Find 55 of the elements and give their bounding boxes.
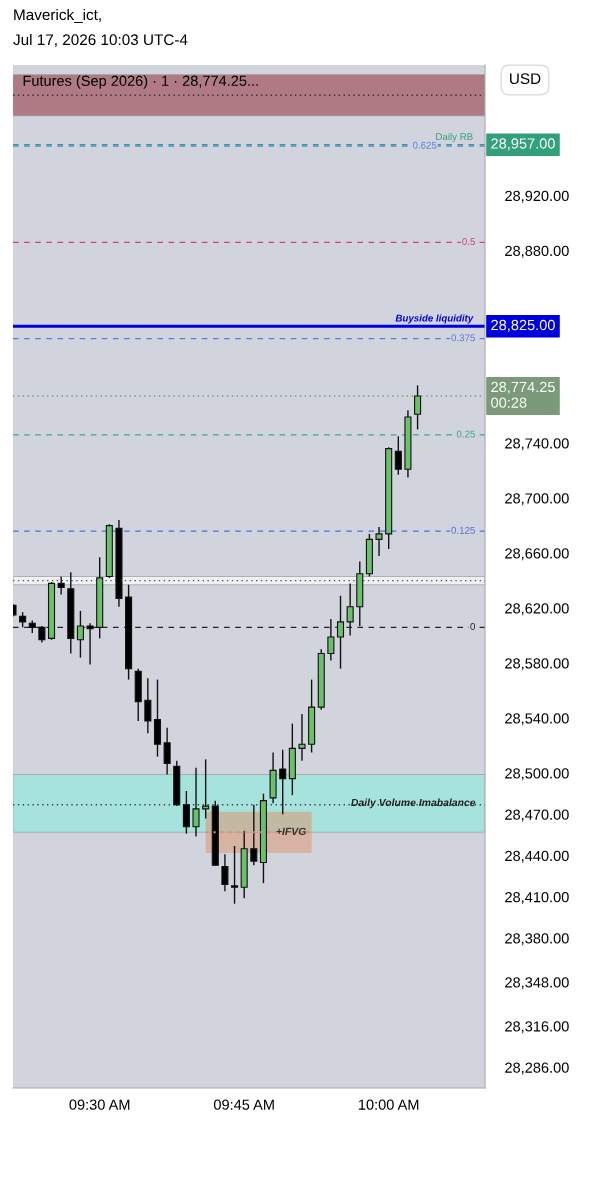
- annotation: 28,957.00: [491, 138, 555, 151]
- y-tick-label: 28,348.00: [505, 977, 569, 990]
- y-tick-label: 28,470.00: [505, 809, 569, 822]
- y-tick-label: 28,620.00: [505, 603, 569, 616]
- annotation: 0: [470, 623, 475, 630]
- chart-title: Maverick_ict,: [14, 8, 101, 23]
- y-tick-label: 28,660.00: [505, 548, 569, 561]
- annotation: 0.125: [451, 526, 475, 534]
- x-tick-label: 10:00 AM: [358, 1099, 419, 1110]
- candlestick: [327, 618, 335, 662]
- candlestick: [76, 610, 84, 659]
- candlestick: [346, 582, 354, 637]
- candlestick: [336, 595, 345, 670]
- x-tick-label: 09:30 AM: [69, 1099, 130, 1110]
- series-label: +IFVG: [276, 827, 306, 836]
- y-tick-label: 28,500.00: [505, 768, 569, 781]
- y-tick-label: 28,920.00: [505, 190, 569, 203]
- y-tick-label: 28,540.00: [505, 713, 569, 726]
- y-tick-label: 28,700.00: [505, 493, 569, 506]
- candlestick: [279, 749, 287, 816]
- candlestick: [231, 845, 239, 905]
- y-tick-label: 28,880.00: [505, 245, 569, 258]
- annotation: 0.375: [451, 334, 475, 342]
- band-label: Daily Volume Imabalance: [351, 798, 476, 809]
- annotation: 0.5: [462, 238, 475, 245]
- annotation: 28,825.00: [491, 319, 555, 332]
- candlestick: [144, 677, 152, 734]
- ref-line-label: Daily RB: [436, 132, 473, 142]
- y-tick-label: 28,740.00: [505, 438, 569, 451]
- candlestick: [394, 435, 402, 476]
- y-tick-label: 28,286.00: [505, 1062, 569, 1075]
- x-tick-label: 09:45 AM: [213, 1099, 274, 1110]
- y-tick-label: 28,580.00: [505, 658, 569, 671]
- candlestick: [250, 804, 258, 866]
- candlestick: [163, 727, 171, 776]
- candlestick: [202, 758, 210, 820]
- candlestick: [298, 713, 306, 762]
- annotation: Futures (Sep 2026) · 1 · 28,774.25...: [23, 75, 258, 89]
- annotation: 0.625: [412, 141, 437, 149]
- y-tick-label: 28,440.00: [505, 850, 569, 863]
- candlestick: [192, 766, 200, 838]
- candlestick: [414, 384, 422, 431]
- candlestick: [182, 790, 190, 835]
- y-tick-label: 28,380.00: [505, 933, 569, 946]
- candlestick: [57, 575, 65, 596]
- candlestick: [221, 853, 229, 893]
- annotation: 0.25: [456, 430, 475, 438]
- y-tick-label: 28,410.00: [505, 891, 569, 905]
- ref-line-label: Buyside liquidity: [395, 314, 474, 324]
- y-tick-label: 28,316.00: [505, 1021, 569, 1034]
- annotation: 28,774.25 00:28: [491, 381, 555, 408]
- candlestick: [375, 526, 383, 557]
- candlestick: [86, 622, 94, 666]
- text: USD: [510, 73, 541, 85]
- chart-subtitle: Jul 17, 2026 10:03 UTC-4: [13, 33, 188, 47]
